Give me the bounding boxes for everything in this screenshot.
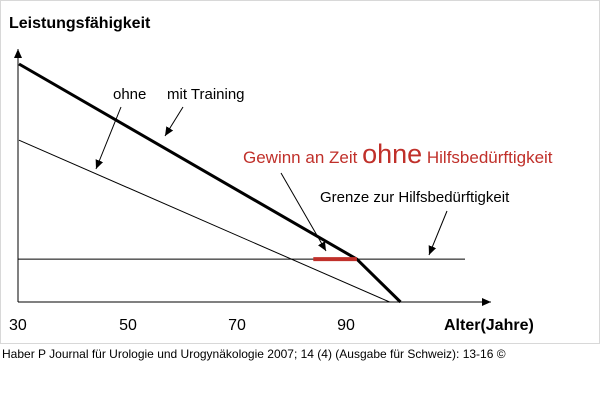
- arrow-mit-training: [164, 106, 184, 137]
- x-tick-labels: 30 50 70 90: [9, 317, 355, 334]
- gain-label-prefix: Gewinn an Zeit: [243, 148, 362, 167]
- x-tick-label-90: 90: [337, 317, 355, 334]
- arrow-gain: [280, 172, 327, 252]
- x-axis-label: Alter(Jahre): [444, 317, 534, 334]
- x-tick-label-50: 50: [119, 317, 137, 334]
- gain-label: Gewinn an Zeit ohne Hilfsbedürftigkeit: [243, 139, 553, 169]
- source-caption: Haber P Journal für Urologie und Urogynä…: [2, 347, 506, 361]
- series-line-ohne: [18, 139, 390, 303]
- gain-label-emphasis: ohne: [362, 139, 422, 169]
- x-tick-label-30: 30: [9, 317, 27, 334]
- arrow-ohne: [95, 106, 122, 170]
- gain-label-suffix: Hilfsbedürftigkeit: [422, 148, 553, 167]
- threshold-label: Grenze zur Hilfsbedürftigkeit: [320, 189, 510, 206]
- arrow-threshold: [428, 210, 448, 256]
- series-label-mit-training: mit Training: [167, 86, 245, 103]
- chart: Leistungsfähigkeit Alter(Jahre) 30 50 70 90…: [9, 15, 553, 334]
- y-axis-label: Leistungsfähigkeit: [9, 15, 151, 32]
- series-label-ohne: ohne: [113, 86, 146, 103]
- x-tick-label-70: 70: [228, 317, 246, 334]
- chart-frame: Leistungsfähigkeit Alter(Jahre) 30 50 70 90…: [0, 0, 600, 344]
